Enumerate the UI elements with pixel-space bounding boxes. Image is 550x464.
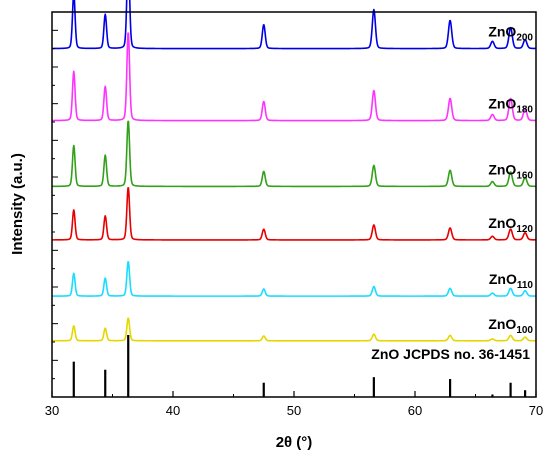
series-line-ZnO110 (51, 261, 537, 297)
plot-area: ZnO200 ZnO180 ZnO160 ZnO120 ZnO110 ZnO100 ZnO … (51, 0, 537, 397)
x-tick-label-70: 70 (529, 403, 543, 418)
x-tick-label-50: 50 (287, 403, 301, 418)
axes: 30 40 50 60 70 (45, 11, 543, 418)
x-tick-label-30: 30 (45, 403, 59, 418)
reference-label: ZnO JCPDS no. 36-1451 (371, 346, 530, 362)
series-line-ZnO200 (51, 0, 537, 50)
series-label-ZnO100: ZnO100 (488, 316, 533, 336)
x-tick-label-40: 40 (166, 403, 180, 418)
series-label-ZnO110: ZnO110 (489, 271, 534, 291)
x-axis-title: 2θ (°) (276, 434, 313, 451)
series-label-ZnO160: ZnO160 (488, 161, 533, 181)
series-line-ZnO120 (51, 187, 537, 241)
series-line-ZnO100 (51, 317, 537, 342)
y-axis-title: Intensity (a.u.) (9, 153, 26, 255)
series-label-ZnO200: ZnO200 (488, 24, 533, 44)
series-line-ZnO160 (51, 120, 537, 188)
series-label-ZnO120: ZnO120 (488, 215, 533, 235)
x-tick-label-60: 60 (408, 403, 422, 418)
series-line-ZnO180 (51, 32, 537, 122)
series-label-ZnO180: ZnO180 (488, 96, 533, 116)
